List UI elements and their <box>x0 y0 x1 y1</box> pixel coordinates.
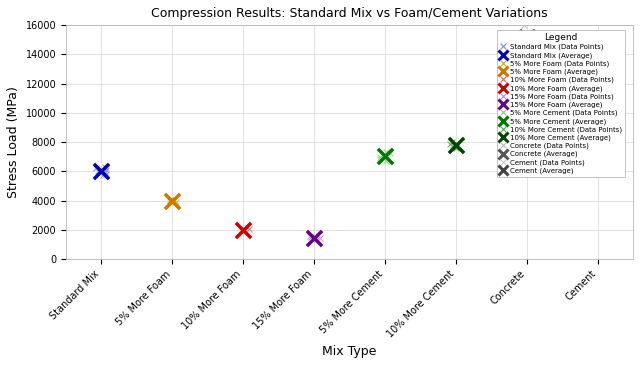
Point <box>96 168 106 174</box>
Point <box>595 78 605 84</box>
Y-axis label: Stress Load (MPa): Stress Load (MPa) <box>7 86 20 198</box>
Point <box>518 37 529 43</box>
Point <box>306 234 316 240</box>
Point <box>305 234 316 239</box>
Point <box>597 84 607 89</box>
Point <box>99 169 109 175</box>
Point <box>100 167 111 173</box>
Point <box>445 141 456 146</box>
Point <box>380 153 390 159</box>
Point <box>237 228 248 234</box>
Point <box>593 81 603 87</box>
Point <box>310 235 321 241</box>
Point <box>520 35 531 41</box>
Point <box>380 152 390 158</box>
Point <box>381 149 392 154</box>
Point <box>93 168 104 174</box>
Point <box>525 32 536 38</box>
Point <box>314 235 324 241</box>
Point <box>380 151 390 157</box>
Point <box>94 168 104 173</box>
Point <box>165 197 175 203</box>
Point <box>448 142 458 148</box>
Point <box>447 139 458 145</box>
Point <box>238 227 248 233</box>
Point <box>374 154 385 160</box>
Point <box>518 31 528 37</box>
Point <box>309 235 319 241</box>
Point <box>524 40 534 46</box>
Point <box>167 198 177 204</box>
Point <box>91 165 101 171</box>
Point <box>312 236 323 242</box>
Point <box>451 143 461 149</box>
Point <box>596 81 607 87</box>
Point <box>381 158 391 164</box>
Point <box>100 164 110 170</box>
Point <box>522 34 532 40</box>
Point <box>167 198 177 204</box>
Point <box>374 156 385 162</box>
Point <box>98 172 108 178</box>
Point <box>594 79 604 85</box>
Point <box>244 226 254 232</box>
Legend: Standard Mix (Data Points), Standard Mix (Average), 5% More Foam (Data Points), : Standard Mix (Data Points), Standard Mix… <box>497 30 625 177</box>
Point <box>100 170 111 176</box>
Title: Compression Results: Standard Mix vs Foam/Cement Variations: Compression Results: Standard Mix vs Foa… <box>151 7 548 20</box>
Point <box>519 22 529 28</box>
X-axis label: Mix Type: Mix Type <box>323 345 377 358</box>
Point <box>593 82 603 88</box>
Point <box>451 142 461 148</box>
Point <box>239 227 249 233</box>
Point <box>164 197 175 203</box>
Point <box>164 197 175 203</box>
Point <box>451 145 461 151</box>
Point <box>385 150 395 156</box>
Point <box>516 34 526 40</box>
Point <box>170 199 180 205</box>
Point <box>238 227 248 233</box>
